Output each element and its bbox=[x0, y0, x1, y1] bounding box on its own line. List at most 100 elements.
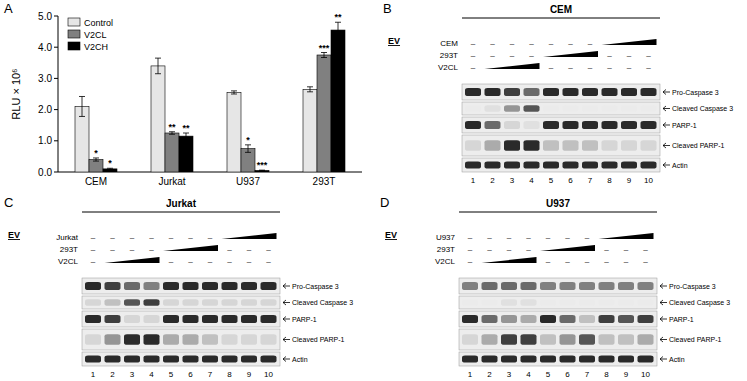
y-tick-label: 4.0 bbox=[38, 42, 52, 53]
band-arrow bbox=[283, 357, 290, 362]
lane-number: 3 bbox=[130, 370, 135, 379]
dose-wedge bbox=[485, 63, 540, 69]
band bbox=[482, 356, 498, 363]
y-tick bbox=[54, 16, 58, 17]
treatment-label: V2CL bbox=[58, 257, 79, 266]
band bbox=[462, 356, 478, 363]
band bbox=[222, 356, 238, 363]
treatment-cell: – bbox=[565, 257, 570, 266]
treatment-cell: – bbox=[471, 39, 476, 48]
lane-number: 9 bbox=[627, 176, 632, 185]
y-tick bbox=[54, 140, 58, 141]
band bbox=[599, 315, 615, 323]
band bbox=[222, 282, 238, 290]
blot-strip bbox=[459, 311, 657, 327]
band bbox=[462, 282, 478, 290]
significance: ** bbox=[182, 123, 190, 133]
band bbox=[462, 299, 478, 306]
error-bar bbox=[231, 91, 237, 94]
figure: ABCD0.01.02.03.04.05.0RLU × 10⁶*********… bbox=[0, 0, 747, 381]
significance: ** bbox=[168, 122, 176, 132]
treatment-cell: – bbox=[227, 245, 232, 254]
lane-number: 9 bbox=[624, 370, 629, 379]
treatment-cell: – bbox=[607, 51, 612, 60]
band bbox=[543, 121, 559, 129]
significance: *** bbox=[319, 43, 330, 53]
band bbox=[485, 88, 501, 96]
blot-strip bbox=[82, 352, 280, 366]
lane-number: 8 bbox=[227, 370, 232, 379]
legend-swatch bbox=[68, 18, 80, 26]
y-tick-label: 0.0 bbox=[38, 167, 52, 178]
band bbox=[183, 282, 199, 290]
band bbox=[543, 140, 559, 151]
band bbox=[621, 88, 637, 96]
band bbox=[621, 140, 637, 151]
band bbox=[241, 282, 257, 290]
band bbox=[602, 140, 618, 151]
band bbox=[582, 121, 598, 129]
treatment-label: 293T bbox=[60, 245, 78, 254]
band bbox=[641, 121, 657, 129]
band bbox=[560, 356, 576, 363]
band bbox=[501, 334, 517, 345]
band bbox=[485, 121, 501, 129]
band-label: Pro-Caspase 3 bbox=[672, 89, 719, 97]
band-label: Cleaved PARP-1 bbox=[672, 142, 725, 149]
treatment-cell: – bbox=[266, 245, 271, 254]
treatment-cell: – bbox=[471, 63, 476, 72]
dose-wedge bbox=[222, 233, 277, 239]
lane-number: 10 bbox=[644, 176, 653, 185]
band bbox=[85, 334, 101, 345]
error-bar bbox=[183, 133, 189, 139]
treatment-cell: – bbox=[529, 39, 534, 48]
treatment-cell: – bbox=[208, 257, 213, 266]
band-label: Actin bbox=[672, 162, 688, 169]
band bbox=[621, 121, 637, 129]
band bbox=[560, 334, 576, 345]
treatment-cell: – bbox=[529, 51, 534, 60]
band bbox=[501, 299, 517, 306]
band bbox=[521, 356, 537, 363]
band bbox=[485, 105, 501, 112]
band bbox=[602, 162, 618, 169]
band bbox=[485, 140, 501, 151]
band bbox=[618, 315, 634, 323]
band bbox=[504, 162, 520, 169]
band bbox=[618, 356, 634, 363]
band bbox=[485, 162, 501, 169]
treatment-cell: – bbox=[266, 257, 271, 266]
band bbox=[144, 299, 160, 306]
band bbox=[582, 88, 598, 96]
band bbox=[582, 140, 598, 151]
significance: * bbox=[246, 135, 250, 145]
band-arrow bbox=[663, 163, 670, 168]
band bbox=[524, 162, 540, 169]
band-arrow bbox=[663, 106, 670, 111]
band bbox=[521, 282, 537, 290]
band bbox=[85, 282, 101, 290]
band bbox=[465, 140, 481, 151]
band bbox=[599, 356, 615, 363]
treatment-cell: – bbox=[510, 51, 515, 60]
band bbox=[241, 315, 257, 323]
band-arrow bbox=[660, 300, 667, 305]
treatment-cell: – bbox=[490, 39, 495, 48]
band bbox=[144, 282, 160, 290]
band-label: Cleaved Caspase 3 bbox=[292, 299, 353, 307]
lane-number: 5 bbox=[546, 370, 551, 379]
band-arrow bbox=[663, 123, 670, 128]
band-arrow bbox=[283, 317, 290, 322]
blot-strip bbox=[462, 135, 660, 156]
treatment-cell: – bbox=[149, 233, 154, 242]
band-arrow bbox=[660, 337, 667, 342]
dose-wedge bbox=[602, 39, 657, 45]
y-axis bbox=[58, 16, 59, 172]
band bbox=[524, 121, 540, 129]
band bbox=[602, 88, 618, 96]
band bbox=[540, 334, 556, 345]
band bbox=[261, 282, 277, 290]
treatment-cell: – bbox=[130, 233, 135, 242]
blot-strip bbox=[462, 117, 660, 133]
bar bbox=[331, 30, 345, 172]
